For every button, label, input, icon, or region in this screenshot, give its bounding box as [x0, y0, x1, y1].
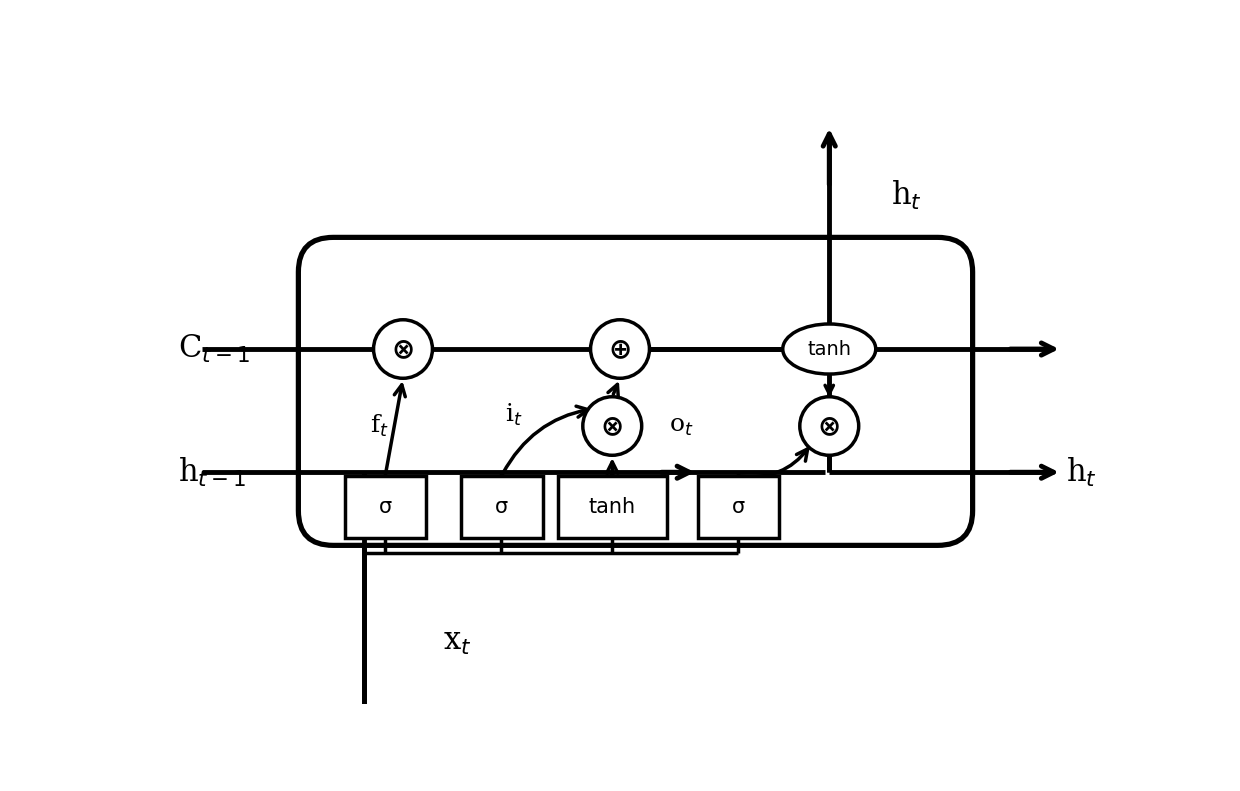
Bar — [697, 476, 779, 538]
Circle shape — [590, 320, 650, 378]
Text: $\tilde{C}_t$: $\tilde{C}_t$ — [599, 472, 626, 505]
Text: C$_{t-1}$: C$_{t-1}$ — [179, 333, 250, 365]
Ellipse shape — [782, 324, 875, 374]
Bar — [461, 476, 543, 538]
Text: o$_t$: o$_t$ — [668, 414, 693, 437]
Text: h$_{t-1}$: h$_{t-1}$ — [179, 456, 247, 489]
Text: σ: σ — [732, 497, 745, 517]
Text: ⊗: ⊗ — [392, 335, 414, 363]
Circle shape — [373, 320, 433, 378]
Bar — [558, 476, 667, 538]
Text: tanh: tanh — [589, 497, 636, 517]
Text: ⊕: ⊕ — [609, 335, 631, 363]
Bar — [345, 476, 427, 538]
Text: ⊗: ⊗ — [600, 412, 624, 440]
Text: x$_t$: x$_t$ — [443, 626, 471, 657]
Text: σ: σ — [379, 497, 392, 517]
Circle shape — [583, 397, 642, 456]
Text: σ: σ — [495, 497, 508, 517]
Text: h$_t$: h$_t$ — [892, 179, 923, 211]
Circle shape — [800, 397, 858, 456]
Text: h$_t$: h$_t$ — [1065, 456, 1096, 489]
Text: ⊗: ⊗ — [817, 412, 841, 440]
Text: tanh: tanh — [807, 339, 851, 358]
Text: f$_t$: f$_t$ — [371, 413, 389, 439]
Text: i$_t$: i$_t$ — [506, 401, 523, 428]
